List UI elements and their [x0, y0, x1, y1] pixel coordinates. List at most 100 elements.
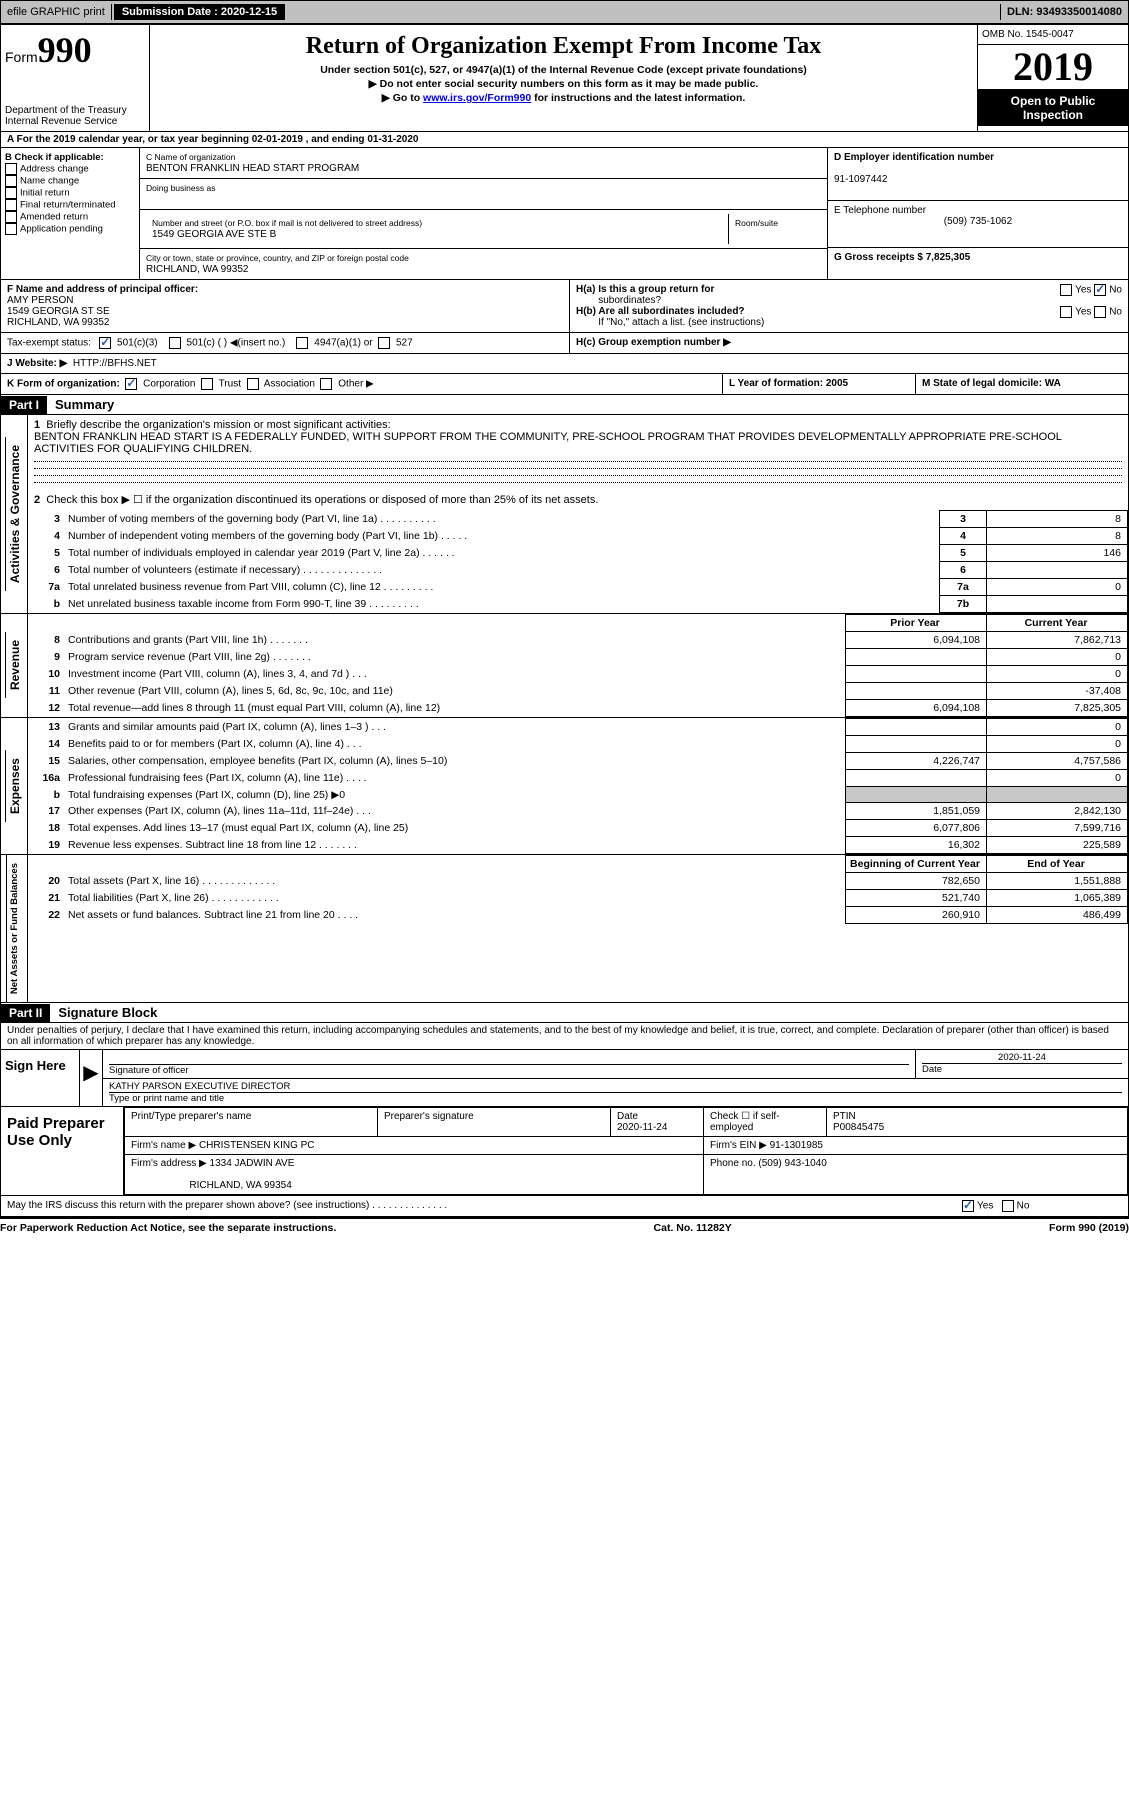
check-initial-return[interactable]	[5, 187, 17, 199]
org-name-label: C Name of organization	[146, 152, 235, 162]
goto-prefix: ▶ Go to	[382, 92, 423, 104]
year-formation: L Year of formation: 2005	[729, 378, 848, 389]
check-other[interactable]	[320, 378, 332, 390]
cat-number: Cat. No. 11282Y	[654, 1222, 732, 1234]
col-prior-year: Prior Year	[846, 615, 987, 632]
section-b: B Check if applicable: Address change Na…	[1, 148, 140, 279]
form-number: 990	[38, 30, 92, 70]
form-header: Form990 Department of the Treasury Inter…	[1, 25, 1128, 132]
hb-no[interactable]	[1094, 306, 1106, 318]
hb-label: H(b) Are all subordinates included?	[576, 306, 745, 317]
table-row: 17Other expenses (Part IX, column (A), l…	[28, 803, 1128, 820]
ha-no[interactable]	[1094, 284, 1106, 296]
goto-suffix: for instructions and the latest informat…	[531, 92, 745, 104]
part2-title: Signature Block	[50, 1003, 165, 1022]
firm-addr: 1334 JADWIN AVE	[210, 1158, 295, 1169]
table-row: bNet unrelated business taxable income f…	[28, 596, 1128, 613]
check-501c3[interactable]	[99, 337, 111, 349]
subtitle-1: Under section 501(c), 527, or 4947(a)(1)…	[158, 64, 969, 76]
prep-date-label: Date	[617, 1111, 638, 1122]
room-label: Room/suite	[735, 218, 778, 228]
tax-year-range: A For the 2019 calendar year, or tax yea…	[1, 132, 1128, 148]
ha-yes[interactable]	[1060, 284, 1072, 296]
table-row: 22Net assets or fund balances. Subtract …	[28, 907, 1128, 924]
penalty-statement: Under penalties of perjury, I declare th…	[1, 1023, 1128, 1050]
check-application-pending[interactable]	[5, 223, 17, 235]
efile-topbar: efile GRAPHIC print Submission Date : 20…	[0, 0, 1129, 24]
q2-label: Check this box ▶ ☐ if the organization d…	[46, 494, 598, 506]
table-row: bTotal fundraising expenses (Part IX, co…	[28, 787, 1128, 803]
form-title: Return of Organization Exempt From Incom…	[158, 33, 969, 60]
check-self-employed: Check ☐ if self-employed	[710, 1111, 780, 1133]
prep-date-val: 2020-11-24	[617, 1122, 667, 1133]
officer-name: AMY PERSON	[7, 295, 74, 306]
check-4947[interactable]	[296, 337, 308, 349]
check-name-change[interactable]	[5, 175, 17, 187]
table-row: 21Total liabilities (Part X, line 26) . …	[28, 890, 1128, 907]
irs-form990-link[interactable]: www.irs.gov/Form990	[423, 92, 531, 104]
firm-name: CHRISTENSEN KING PC	[199, 1140, 315, 1151]
ein-value: 91-1097442	[834, 174, 887, 185]
firm-phone: (509) 943-1040	[758, 1158, 826, 1169]
check-address-change[interactable]	[5, 163, 17, 175]
tax-year: 2019	[978, 45, 1128, 90]
may-irs-yes[interactable]	[962, 1200, 974, 1212]
check-assoc[interactable]	[247, 378, 259, 390]
open-public-1: Open to Public	[982, 94, 1124, 108]
submission-date[interactable]: Submission Date : 2020-12-15	[114, 4, 285, 20]
sig-officer-label: Signature of officer	[109, 1065, 189, 1076]
sig-date-value: 2020-11-24	[922, 1052, 1122, 1063]
firm-name-label: Firm's name ▶	[131, 1140, 196, 1151]
part1-header: Part I	[1, 396, 47, 414]
city-label: City or town, state or province, country…	[146, 253, 409, 263]
firm-addr-label: Firm's address ▶	[131, 1158, 207, 1169]
hb-note: If "No," attach a list. (see instruction…	[598, 317, 764, 328]
table-row: 6Total number of volunteers (estimate if…	[28, 562, 1128, 579]
part2-header: Part II	[1, 1004, 50, 1022]
check-corp[interactable]	[125, 378, 137, 390]
dln: DLN: 93493350014080	[1000, 4, 1128, 20]
check-501c[interactable]	[169, 337, 181, 349]
net-assets-table: Beginning of Current Year End of Year 20…	[28, 855, 1128, 924]
table-row: 9Program service revenue (Part VIII, lin…	[28, 649, 1128, 666]
signature-arrow-icon: ▶	[80, 1050, 103, 1106]
preparer-table: Print/Type preparer's name Preparer's si…	[124, 1107, 1128, 1195]
phone-label: E Telephone number	[834, 205, 926, 216]
street-address: 1549 GEORGIA AVE STE B	[152, 229, 276, 240]
check-527[interactable]	[378, 337, 390, 349]
prep-sig-label: Preparer's signature	[384, 1111, 474, 1122]
side-revenue: Revenue	[5, 632, 24, 698]
paperwork-notice: For Paperwork Reduction Act Notice, see …	[0, 1222, 336, 1234]
irs-label: Internal Revenue Service	[5, 116, 145, 127]
may-irs-no[interactable]	[1002, 1200, 1014, 1212]
ptin-value: P00845475	[833, 1122, 884, 1133]
page-footer: For Paperwork Reduction Act Notice, see …	[0, 1219, 1129, 1237]
table-row: 19Revenue less expenses. Subtract line 1…	[28, 837, 1128, 854]
state-domicile: M State of legal domicile: WA	[922, 378, 1061, 389]
officer-name-title: KATHY PARSON EXECUTIVE DIRECTOR	[109, 1081, 290, 1092]
check-amended[interactable]	[5, 211, 17, 223]
table-row: 3Number of voting members of the governi…	[28, 511, 1128, 528]
firm-city: RICHLAND, WA 99354	[189, 1180, 291, 1191]
ha-label: H(a) Is this a group return for	[576, 284, 714, 295]
q1-label: Briefly describe the organization's miss…	[46, 419, 390, 431]
check-trust[interactable]	[201, 378, 213, 390]
hb-yes[interactable]	[1060, 306, 1072, 318]
side-net-assets: Net Assets or Fund Balances	[6, 855, 22, 1002]
revenue-table: Prior Year Current Year 8Contributions a…	[28, 614, 1128, 717]
table-row: 8Contributions and grants (Part VIII, li…	[28, 632, 1128, 649]
open-public-2: Inspection	[982, 108, 1124, 122]
org-name: BENTON FRANKLIN HEAD START PROGRAM	[146, 163, 359, 174]
table-row: 14Benefits paid to or for members (Part …	[28, 736, 1128, 753]
part1-title: Summary	[47, 395, 122, 414]
hc-label: H(c) Group exemption number ▶	[576, 337, 731, 348]
street-label: Number and street (or P.O. box if mail i…	[152, 218, 422, 228]
officer-addr1: 1549 GEORGIA ST SE	[7, 306, 110, 317]
table-row: 12Total revenue—add lines 8 through 11 (…	[28, 700, 1128, 717]
tax-exempt-label: Tax-exempt status:	[7, 338, 91, 349]
officer-addr2: RICHLAND, WA 99352	[7, 317, 109, 328]
check-final-return[interactable]	[5, 199, 17, 211]
form-label: Form	[5, 49, 38, 65]
principal-officer-label: F Name and address of principal officer:	[7, 284, 198, 295]
table-row: 13Grants and similar amounts paid (Part …	[28, 719, 1128, 736]
